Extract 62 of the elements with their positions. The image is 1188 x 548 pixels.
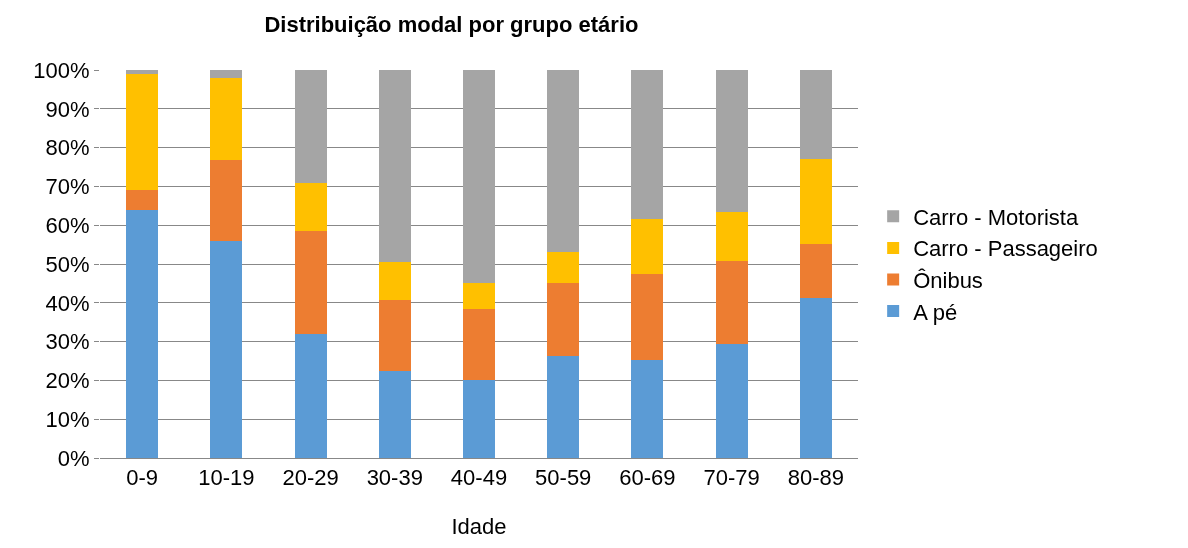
y-tick-label: 40% — [45, 290, 90, 316]
x-tick-label: 60-69 — [619, 465, 676, 491]
bar — [799, 70, 832, 160]
x-tick-label: 10-19 — [198, 465, 255, 491]
bar — [210, 240, 243, 458]
bar — [547, 252, 580, 283]
bar — [294, 231, 327, 334]
y-tick-label: 50% — [45, 251, 90, 277]
bar — [294, 70, 327, 183]
legend-label: Carro - Passageiro — [913, 236, 1098, 262]
bar — [126, 209, 159, 458]
x-tick-label: 50-59 — [535, 465, 592, 491]
bar — [631, 70, 664, 220]
bar — [799, 159, 832, 244]
bar — [126, 70, 159, 74]
bar — [378, 299, 411, 372]
y-tick-label: 30% — [45, 329, 90, 355]
legend-label: A pé — [913, 299, 958, 325]
x-tick-label: 40-49 — [450, 465, 508, 491]
bar — [378, 262, 411, 300]
bar — [210, 77, 243, 161]
chart-title: Distribuição modal por grupo etário — [264, 11, 639, 37]
x-tick-label: 0-9 — [126, 465, 159, 491]
bar — [294, 333, 327, 458]
bar — [463, 380, 495, 458]
bar — [210, 70, 243, 78]
bar — [715, 211, 748, 261]
bar — [378, 371, 411, 458]
bar — [463, 308, 495, 381]
bar — [631, 360, 664, 458]
bar — [799, 243, 832, 298]
legend-label: Carro - Motorista — [913, 204, 1079, 230]
bar — [547, 70, 580, 253]
x-axis-title: Idade — [451, 514, 507, 539]
legend-label: Ônibus — [913, 268, 983, 294]
x-tick-label: 30-39 — [366, 465, 423, 491]
y-tick-label: 60% — [45, 212, 90, 238]
y-tick-label: 70% — [45, 174, 90, 200]
y-tick-label: 10% — [45, 406, 90, 432]
x-tick-label: 20-29 — [282, 465, 339, 491]
bar — [715, 344, 748, 458]
bar — [463, 283, 495, 309]
bar — [631, 219, 664, 274]
bar — [126, 73, 159, 191]
bar — [715, 260, 748, 345]
y-tick-label: 80% — [45, 135, 90, 161]
y-tick-label: 0% — [57, 445, 90, 471]
bar — [631, 273, 664, 361]
bar — [715, 70, 748, 212]
bar — [126, 190, 159, 210]
bar — [378, 70, 411, 263]
y-tick-label: 100% — [33, 57, 90, 83]
bar — [799, 297, 832, 458]
y-tick-label: 90% — [45, 96, 90, 122]
bar — [294, 182, 327, 232]
bar — [547, 356, 580, 458]
bar — [547, 282, 580, 357]
bar — [210, 160, 243, 241]
x-tick-label: 80-89 — [787, 465, 845, 491]
y-tick-label: 20% — [45, 368, 90, 394]
bar — [463, 70, 495, 284]
x-tick-label: 70-79 — [703, 465, 760, 491]
